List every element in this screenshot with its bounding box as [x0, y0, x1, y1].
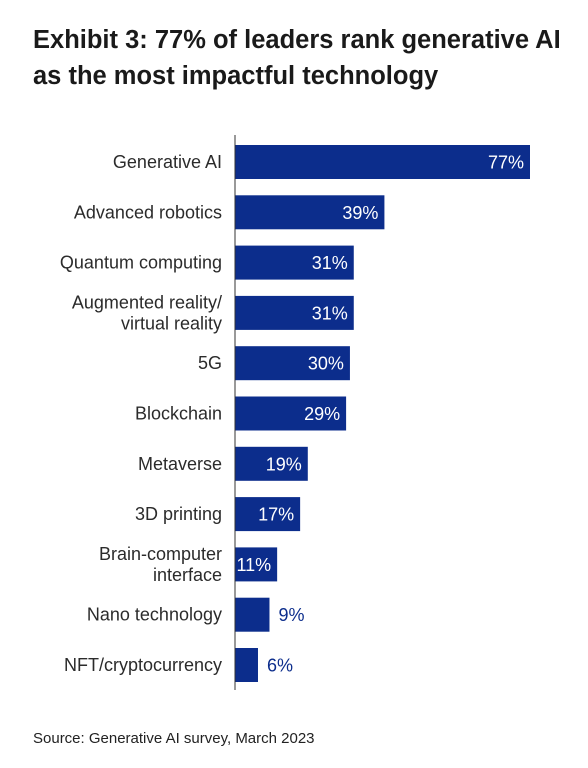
category-label: Generative AI — [113, 152, 222, 172]
bar — [235, 295, 354, 330]
value-label: 17% — [258, 505, 294, 525]
bar — [235, 446, 308, 481]
value-label: 19% — [266, 454, 302, 474]
value-label: 77% — [488, 153, 524, 173]
bar — [235, 195, 385, 230]
bar — [235, 547, 278, 582]
bar — [235, 396, 347, 431]
category-label: Advanced robotics — [74, 202, 222, 222]
category-label: Quantum computing — [60, 253, 222, 273]
category-label: Blockchain — [135, 404, 222, 424]
category-label: Nano technology — [87, 605, 222, 625]
bar — [235, 245, 354, 280]
category-label: Metaverse — [138, 454, 222, 474]
category-label: Augmented reality/virtual reality — [72, 292, 222, 333]
value-label: 39% — [342, 203, 378, 223]
category-label: NFT/cryptocurrency — [64, 655, 222, 675]
bar — [235, 346, 350, 381]
category-label: Brain-computer interface — [99, 544, 222, 585]
bar — [235, 145, 530, 179]
source-note: Source: Generative AI survey, March 2023 — [33, 730, 315, 747]
value-label: 9% — [278, 605, 304, 625]
value-label: 11% — [236, 555, 271, 575]
bar — [235, 497, 301, 532]
category-label: 3D printing — [135, 504, 222, 524]
bar — [235, 648, 258, 682]
value-label: 6% — [267, 656, 293, 676]
chart-title: Exhibit 3: 77% of leaders rank generativ… — [33, 26, 561, 90]
value-label: 31% — [312, 303, 348, 323]
value-label: 30% — [308, 354, 344, 374]
bar — [235, 597, 270, 632]
value-label: 31% — [312, 253, 348, 273]
value-label: 29% — [304, 404, 340, 424]
category-label: 5G — [198, 353, 222, 373]
